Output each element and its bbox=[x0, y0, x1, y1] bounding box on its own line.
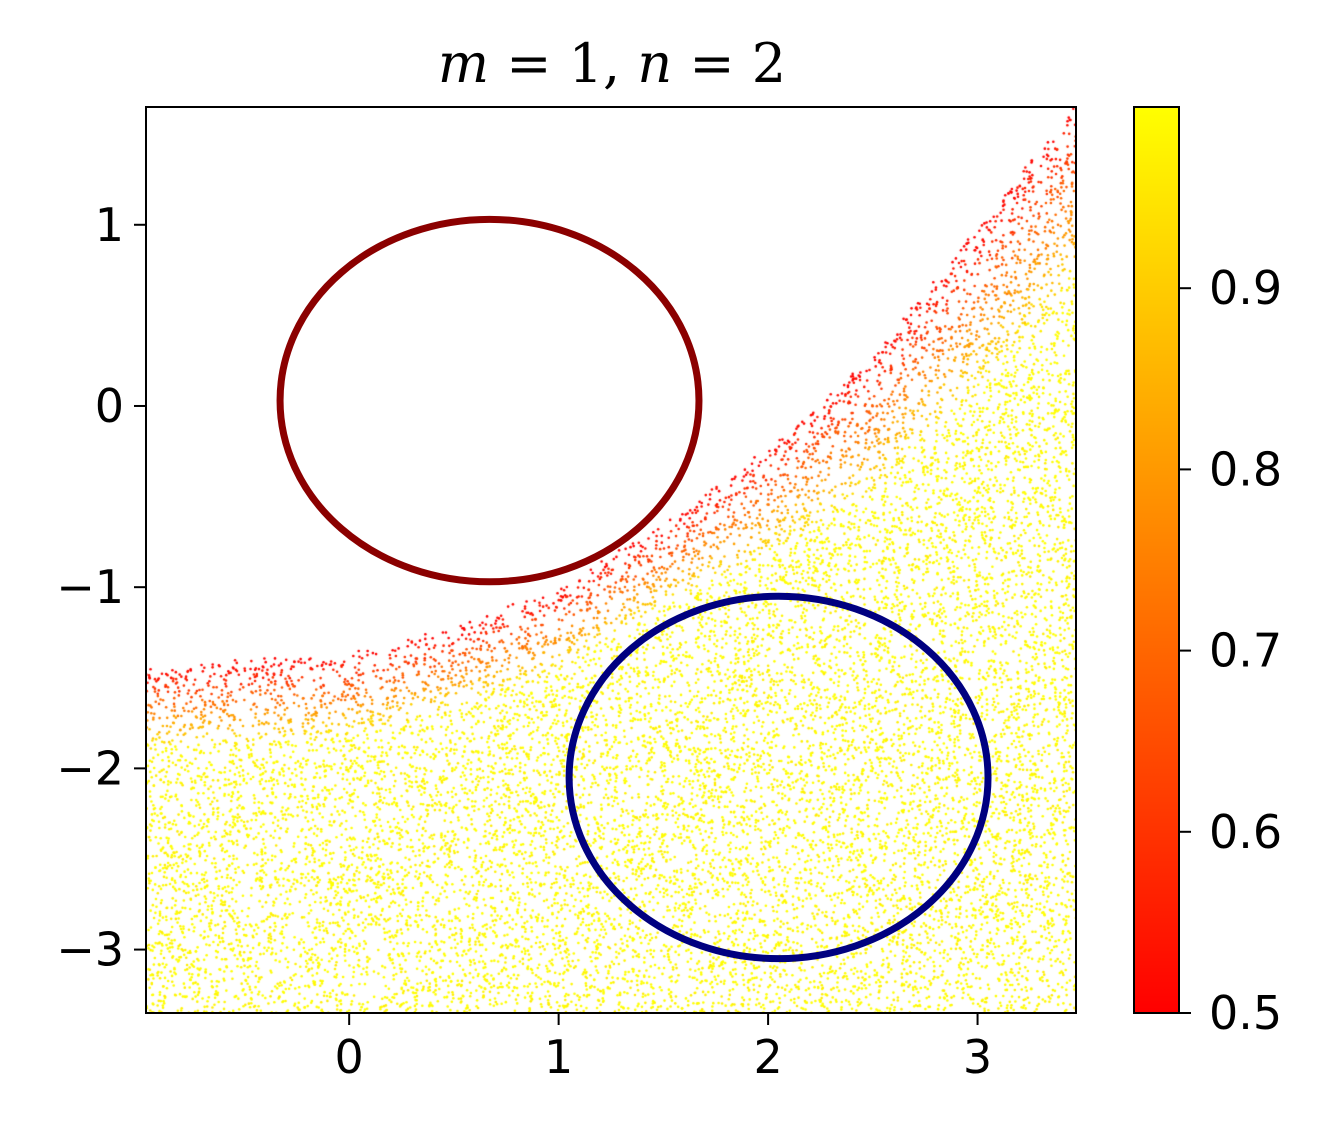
y-tick-label: −2 bbox=[56, 741, 124, 795]
colorbar-tick-label: 0.7 bbox=[1209, 624, 1282, 678]
colorbar-tick-label: 0.6 bbox=[1209, 805, 1282, 859]
x-tick-label: 1 bbox=[544, 1030, 573, 1084]
x-axis: 0 1 2 3 bbox=[335, 1013, 992, 1084]
plot-area bbox=[146, 107, 1076, 1013]
y-tick-label: 1 bbox=[95, 198, 124, 252]
colorbar-tick-label: 0.5 bbox=[1209, 986, 1282, 1040]
colorbar-tick-label: 0.9 bbox=[1209, 261, 1282, 315]
x-tick-label: 3 bbox=[963, 1030, 992, 1084]
circles-layer bbox=[276, 215, 992, 963]
scatter-points bbox=[146, 107, 1076, 1013]
y-tick-label: 0 bbox=[95, 379, 124, 433]
colorbar-gradient bbox=[1133, 106, 1180, 1014]
y-tick-label: −1 bbox=[56, 560, 124, 614]
colorbar: 0.5 0.6 0.7 0.8 0.9 bbox=[1133, 106, 1282, 1040]
plot-frame bbox=[145, 106, 1077, 1014]
x-tick-label: 0 bbox=[335, 1030, 364, 1084]
circle-curve bbox=[565, 592, 992, 963]
colorbar-ticks: 0.5 0.6 0.7 0.8 0.9 bbox=[1179, 261, 1282, 1040]
circle-curve bbox=[276, 215, 703, 586]
x-tick-label: 2 bbox=[753, 1030, 782, 1084]
y-axis: 1 0 −1 −2 −3 bbox=[56, 198, 146, 977]
y-tick-label: −3 bbox=[56, 923, 124, 977]
colorbar-tick-label: 0.8 bbox=[1209, 442, 1282, 496]
chart-title: m = 1, n = 2 bbox=[438, 32, 786, 95]
